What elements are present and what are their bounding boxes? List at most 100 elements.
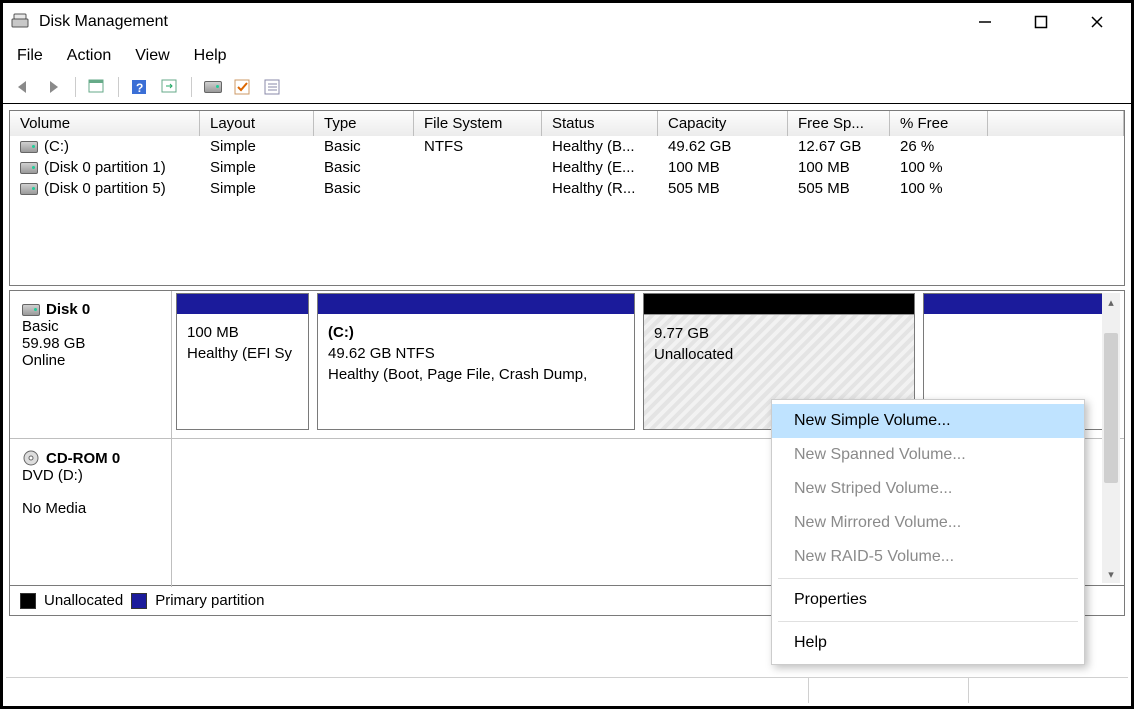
- help-icon[interactable]: ?: [129, 77, 151, 97]
- drive-icon: [20, 162, 38, 174]
- volume-rows: (C:) Simple Basic NTFS Healthy (B... 49.…: [10, 136, 1124, 285]
- cell: Simple: [200, 178, 314, 199]
- cell: [414, 178, 542, 199]
- title-bar: Disk Management: [3, 3, 1131, 41]
- volume-row[interactable]: (Disk 0 partition 5) Simple Basic Health…: [10, 178, 1124, 199]
- partition-header: [644, 294, 914, 314]
- col-cap[interactable]: Capacity: [658, 111, 788, 136]
- menu-bar: File Action View Help: [3, 41, 1131, 73]
- partition-size: 49.62 GB NTFS: [328, 343, 624, 364]
- cell: (C:): [44, 138, 69, 155]
- disk-status: No Media: [22, 500, 161, 517]
- cell: Basic: [314, 136, 414, 157]
- col-type[interactable]: Type: [314, 111, 414, 136]
- col-free[interactable]: Free Sp...: [788, 111, 890, 136]
- tool-drive-icon[interactable]: [202, 77, 224, 97]
- disk-status: Online: [22, 352, 161, 369]
- drive-icon: [20, 141, 38, 153]
- partition-size: 100 MB: [187, 322, 298, 343]
- cell: Basic: [314, 178, 414, 199]
- context-menu: New Simple Volume... New Spanned Volume.…: [771, 399, 1085, 665]
- cell: Basic: [314, 157, 414, 178]
- legend-swatch-unallocated: [20, 593, 36, 609]
- forward-button[interactable]: [43, 77, 65, 97]
- partition[interactable]: (C:) 49.62 GB NTFS Healthy (Boot, Page F…: [317, 293, 635, 430]
- cell: Simple: [200, 157, 314, 178]
- tool-check-icon[interactable]: [232, 77, 254, 97]
- scroll-up-icon[interactable]: ▴: [1102, 293, 1120, 311]
- disk-title: CD-ROM 0: [46, 450, 120, 467]
- window-controls: [971, 8, 1123, 36]
- status-bar: [6, 677, 1128, 703]
- partition-status: Healthy (EFI Sy: [187, 343, 298, 364]
- scroll-thumb[interactable]: [1104, 333, 1118, 483]
- menu-new-spanned-volume[interactable]: New Spanned Volume...: [772, 438, 1084, 472]
- cell: 100 %: [890, 157, 988, 178]
- cell: Healthy (R...: [542, 178, 658, 199]
- back-button[interactable]: [13, 77, 35, 97]
- col-fs[interactable]: File System: [414, 111, 542, 136]
- cell: (Disk 0 partition 1): [44, 159, 166, 176]
- col-layout[interactable]: Layout: [200, 111, 314, 136]
- menu-separator: [778, 621, 1078, 622]
- col-pct[interactable]: % Free: [890, 111, 988, 136]
- cell: NTFS: [414, 136, 542, 157]
- col-status[interactable]: Status: [542, 111, 658, 136]
- cell: 26 %: [890, 136, 988, 157]
- menu-new-striped-volume[interactable]: New Striped Volume...: [772, 472, 1084, 506]
- volume-row[interactable]: (C:) Simple Basic NTFS Healthy (B... 49.…: [10, 136, 1124, 157]
- cell: 100 MB: [658, 157, 788, 178]
- close-button[interactable]: [1083, 8, 1111, 36]
- cell: Healthy (B...: [542, 136, 658, 157]
- cdrom-icon: [22, 449, 40, 467]
- volume-table-header: Volume Layout Type File System Status Ca…: [10, 111, 1124, 136]
- legend-label: Unallocated: [44, 592, 123, 609]
- scroll-down-icon[interactable]: ▾: [1102, 565, 1120, 583]
- refresh-icon[interactable]: [159, 77, 181, 97]
- disk-title: Disk 0: [46, 301, 90, 318]
- col-volume[interactable]: Volume: [10, 111, 200, 136]
- partition-header: [924, 294, 1104, 314]
- menu-action[interactable]: Action: [67, 47, 111, 65]
- scrollbar[interactable]: ▴ ▾: [1102, 293, 1120, 583]
- cell: 49.62 GB: [658, 136, 788, 157]
- cell: 505 MB: [788, 178, 890, 199]
- partition-status: Unallocated: [654, 344, 904, 365]
- disk-type: DVD (D:): [22, 467, 161, 484]
- menu-new-simple-volume[interactable]: New Simple Volume...: [772, 404, 1084, 438]
- tool-list-icon[interactable]: [262, 77, 284, 97]
- menu-file[interactable]: File: [17, 47, 43, 65]
- drive-icon: [20, 183, 38, 195]
- cell: (Disk 0 partition 5): [44, 180, 166, 197]
- window-title: Disk Management: [39, 13, 971, 31]
- cell: 100 %: [890, 178, 988, 199]
- svg-text:?: ?: [136, 81, 143, 95]
- toolbar: ?: [3, 73, 1131, 104]
- status-segment: [968, 678, 1128, 703]
- maximize-button[interactable]: [1027, 8, 1055, 36]
- cell: Healthy (E...: [542, 157, 658, 178]
- menu-new-mirrored-volume[interactable]: New Mirrored Volume...: [772, 506, 1084, 540]
- cell: 505 MB: [658, 178, 788, 199]
- partition[interactable]: 100 MB Healthy (EFI Sy: [176, 293, 309, 430]
- partition-status: Healthy (Boot, Page File, Crash Dump,: [328, 364, 624, 385]
- menu-help[interactable]: Help: [194, 47, 227, 65]
- cell: 12.67 GB: [788, 136, 890, 157]
- menu-view[interactable]: View: [135, 47, 169, 65]
- cell: Simple: [200, 136, 314, 157]
- menu-help[interactable]: Help: [772, 626, 1084, 660]
- volume-row[interactable]: (Disk 0 partition 1) Simple Basic Health…: [10, 157, 1124, 178]
- partition-header: [318, 294, 634, 314]
- menu-properties[interactable]: Properties: [772, 583, 1084, 617]
- menu-new-raid5-volume[interactable]: New RAID-5 Volume...: [772, 540, 1084, 574]
- menu-separator: [778, 578, 1078, 579]
- disk-info[interactable]: CD-ROM 0 DVD (D:) No Media: [10, 439, 172, 587]
- app-icon: [11, 13, 31, 31]
- show-hide-icon[interactable]: [86, 77, 108, 97]
- volume-table: Volume Layout Type File System Status Ca…: [9, 110, 1125, 286]
- disk-info[interactable]: Disk 0 Basic 59.98 GB Online: [10, 291, 172, 438]
- cell: [414, 157, 542, 178]
- minimize-button[interactable]: [971, 8, 999, 36]
- partition-header: [177, 294, 308, 314]
- col-tail[interactable]: [988, 111, 1124, 136]
